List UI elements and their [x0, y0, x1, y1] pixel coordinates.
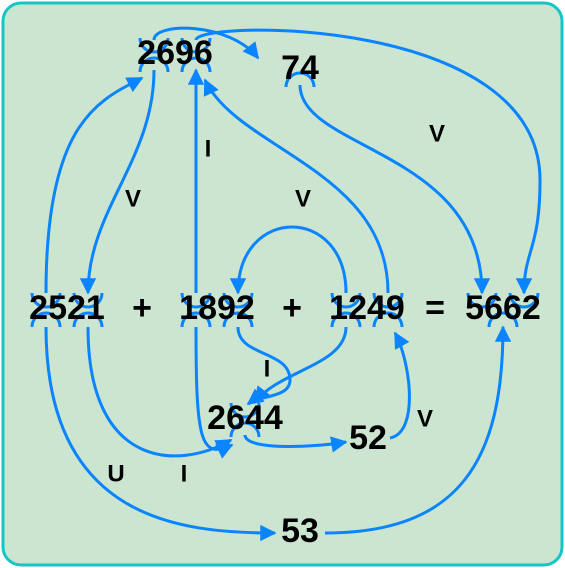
- edge-label-e2: V: [429, 120, 445, 147]
- node-n2644: 2644: [207, 399, 283, 437]
- edge-label-e11: U: [107, 460, 124, 487]
- node-n74: 74: [281, 49, 319, 87]
- node-n1249: 1249: [329, 289, 405, 327]
- node-n1892: 1892: [179, 289, 255, 327]
- edge-label-e15: V: [417, 405, 433, 432]
- equation-sep-1: +: [282, 289, 302, 327]
- diagram-canvas: V V I V U I I V + + = 2696 74 2521 1892 1249 5662 2644 52 5…: [0, 0, 565, 568]
- edge-label-e6: V: [295, 185, 311, 212]
- equation-sep-2: =: [425, 289, 445, 327]
- edge-label-e12: I: [181, 460, 188, 487]
- equation-sep-0: +: [132, 289, 152, 327]
- node-n5662: 5662: [465, 289, 541, 327]
- node-n2521: 2521: [29, 289, 105, 327]
- edge-label-e5: I: [205, 135, 212, 162]
- edge-label-e4: V: [125, 185, 141, 212]
- node-n52: 52: [349, 419, 387, 457]
- node-n53: 53: [281, 512, 319, 550]
- node-n2696: 2696: [137, 34, 213, 72]
- edge-label-e13: I: [264, 355, 271, 382]
